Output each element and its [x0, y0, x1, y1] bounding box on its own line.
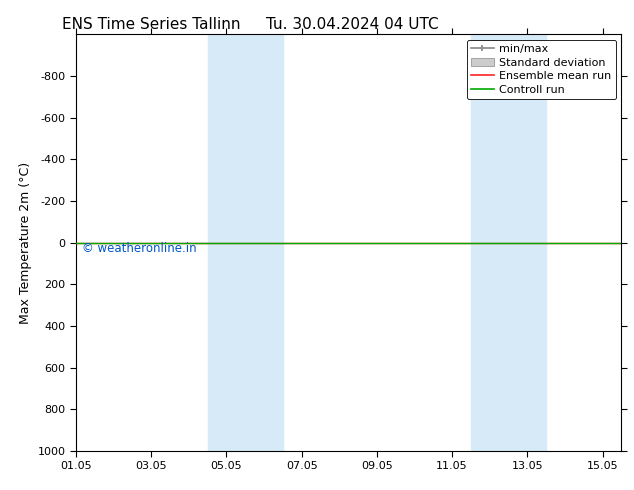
- Text: © weatheronline.in: © weatheronline.in: [82, 242, 196, 255]
- Bar: [471, 34, 546, 451]
- Text: ENS Time Series Tallinn: ENS Time Series Tallinn: [62, 17, 241, 32]
- Bar: [208, 34, 283, 451]
- Text: Tu. 30.04.2024 04 UTC: Tu. 30.04.2024 04 UTC: [266, 17, 439, 32]
- Y-axis label: Max Temperature 2m (°C): Max Temperature 2m (°C): [19, 162, 32, 323]
- Legend: min/max, Standard deviation, Ensemble mean run, Controll run: min/max, Standard deviation, Ensemble me…: [467, 40, 616, 99]
